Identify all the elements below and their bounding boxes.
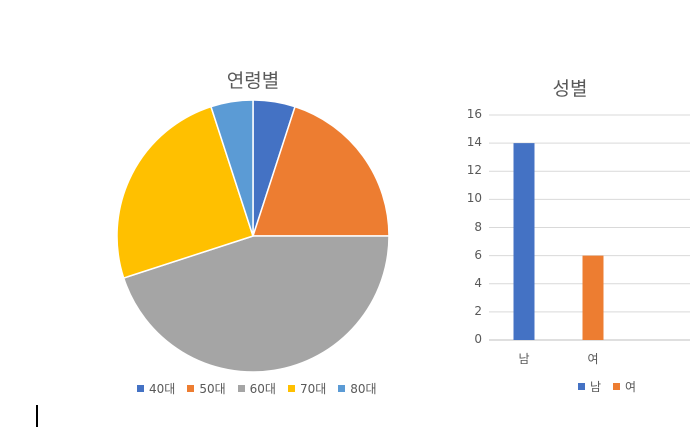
legend-swatch [338,385,346,392]
x-tick-label: 여 [587,352,599,366]
legend-label: 남 [590,380,602,394]
y-tick-label: 4 [474,275,482,290]
legend-item: 남 [578,378,601,395]
legend-swatch [287,385,295,392]
pie-slice-70대 [116,105,254,279]
x-tick-label: 남 [518,352,530,366]
legend-item: 40대 [137,380,175,397]
text-cursor [36,405,38,427]
y-tick-label: 12 [466,163,482,178]
pie-slice-80대 [210,99,254,237]
pie-legend: 40대 50대 60대 70대 80대 [137,380,389,397]
legend-item: 여 [613,378,636,395]
pie-slice-60대 [122,235,390,373]
legend-label: 여 [625,380,637,394]
legend-item: 70대 [287,380,327,397]
legend-item: 50대 [187,380,226,397]
pie-chart-title: 연령별 [226,70,280,92]
legend-label: 60대 [249,382,276,396]
legend-label: 80대 [350,382,377,396]
pie-slice-50대 [251,105,390,237]
y-tick-label: 8 [474,219,482,234]
bar-남 [513,143,535,340]
y-tick-label: 2 [474,303,482,318]
y-tick-label: 16 [466,107,482,121]
y-tick-label: 14 [466,135,482,150]
legend-label: 40대 [149,382,176,396]
bar-chart-title: 성별 [552,78,588,100]
legend-item: 80대 [338,380,377,397]
bar-여 [582,255,604,340]
legend-item: 60대 [237,380,276,397]
legend-label: 70대 [299,382,327,396]
legend-swatch [578,383,585,390]
legend-swatch [137,385,144,392]
y-tick-label: 0 [474,332,482,346]
legend-swatch [187,385,195,392]
y-tick-label: 6 [474,247,482,262]
legend-swatch [613,383,621,390]
legend-swatch [237,385,245,392]
y-tick-label: 10 [466,191,482,206]
legend-label: 50대 [199,382,226,396]
